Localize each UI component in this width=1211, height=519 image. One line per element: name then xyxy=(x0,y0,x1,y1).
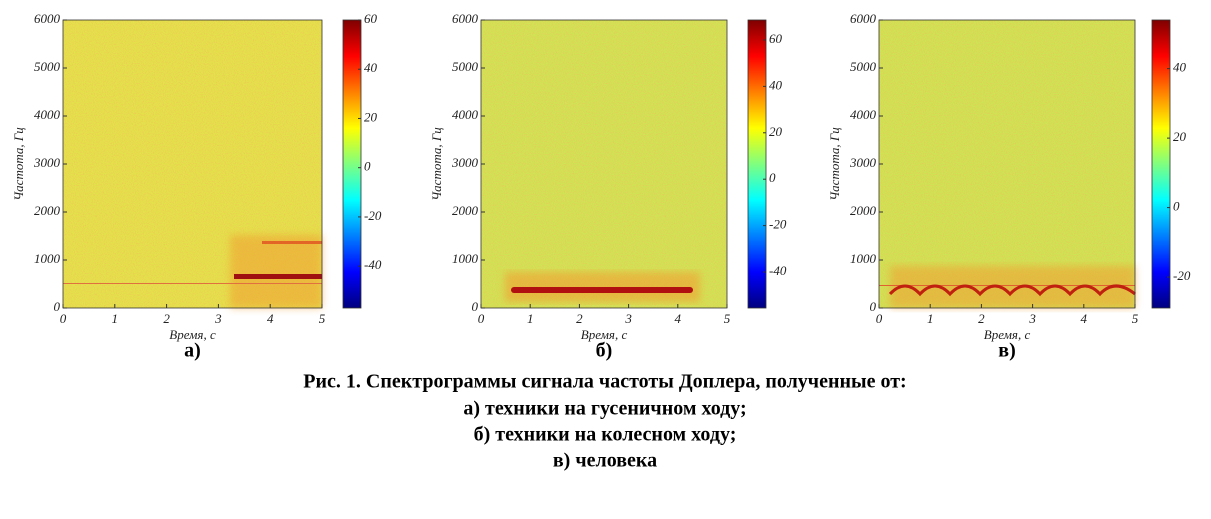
x-tick-label: 3 xyxy=(1028,311,1036,326)
x-tick-label: 0 xyxy=(60,311,67,326)
colorbar-tick-label: 20 xyxy=(769,124,783,139)
x-tick-label: 2 xyxy=(576,311,583,326)
colorbar-tick-label: 0 xyxy=(1173,199,1180,214)
x-tick-label: 1 xyxy=(927,311,934,326)
y-tick-label: 4000 xyxy=(452,107,479,122)
x-tick-label: 0 xyxy=(876,311,883,326)
x-tick-label: 2 xyxy=(163,311,170,326)
spectrogram-band xyxy=(234,274,322,279)
x-tick-label: 4 xyxy=(267,311,274,326)
colorbar-tick-label: 20 xyxy=(1173,129,1187,144)
y-tick-label: 0 xyxy=(870,299,877,314)
spectrogram-blob xyxy=(230,235,322,308)
caption-item: а) техники на гусеничном ходу; xyxy=(463,398,746,420)
colorbar-tick-label: -40 xyxy=(364,257,382,272)
x-tick-label: 4 xyxy=(1081,311,1088,326)
y-tick-label: 2000 xyxy=(850,203,877,218)
colorbar xyxy=(343,20,361,308)
x-tick-label: 3 xyxy=(214,311,222,326)
colorbar-tick-label: -20 xyxy=(364,208,382,223)
y-tick-label: 1000 xyxy=(34,251,61,266)
y-tick-label: 0 xyxy=(54,299,61,314)
y-axis-label: Частота, Гц xyxy=(827,127,842,201)
y-tick-label: 3000 xyxy=(33,155,61,170)
spectrogram-band xyxy=(262,241,322,244)
y-tick-label: 4000 xyxy=(850,107,877,122)
panel-label: а) xyxy=(184,340,201,362)
spectrogram-backgrounds xyxy=(63,20,1135,308)
x-tick-label: 1 xyxy=(527,311,534,326)
x-tick-label: 0 xyxy=(478,311,485,326)
colorbar-tick-label: -20 xyxy=(769,217,787,232)
y-tick-label: 5000 xyxy=(34,59,61,74)
colorbar-tick-label: 0 xyxy=(364,159,371,174)
colorbar-tick-label: 20 xyxy=(364,109,378,124)
caption-item: б) техники на колесном ходу; xyxy=(474,424,737,446)
x-tick-label: 1 xyxy=(112,311,119,326)
colorbar-tick-label: 0 xyxy=(769,170,776,185)
spectrogram-band xyxy=(63,283,322,284)
y-tick-label: 5000 xyxy=(452,59,479,74)
spectrogram-texture xyxy=(481,20,727,308)
y-tick-label: 5000 xyxy=(850,59,877,74)
y-tick-label: 6000 xyxy=(34,11,61,26)
y-tick-label: 2000 xyxy=(452,203,479,218)
colorbar-tick-label: -20 xyxy=(1173,268,1191,283)
colorbar xyxy=(1152,20,1170,308)
y-tick-label: 3000 xyxy=(849,155,877,170)
y-tick-label: 6000 xyxy=(850,11,877,26)
spectrogram-band xyxy=(879,285,1135,286)
colorbar-tick-label: 60 xyxy=(769,31,783,46)
x-tick-label: 5 xyxy=(1132,311,1139,326)
panel-label: б) xyxy=(596,340,613,362)
y-tick-label: 4000 xyxy=(34,107,61,122)
caption-item: в) человека xyxy=(553,450,657,472)
colorbar xyxy=(748,20,766,308)
colorbar-tick-label: 40 xyxy=(364,60,378,75)
x-tick-label: 4 xyxy=(675,311,682,326)
colorbar-tick-label: 40 xyxy=(769,77,783,92)
caption-title: Рис. 1. Спектрограммы сигнала частоты До… xyxy=(303,371,906,393)
y-axis-label: Частота, Гц xyxy=(11,127,26,201)
colorbar-tick-label: 40 xyxy=(1173,60,1187,75)
y-tick-label: 1000 xyxy=(452,251,479,266)
spectrogram-texture xyxy=(879,20,1135,308)
y-tick-label: 3000 xyxy=(451,155,479,170)
y-tick-label: 1000 xyxy=(850,251,877,266)
x-tick-label: 5 xyxy=(724,311,731,326)
x-tick-label: 5 xyxy=(319,311,326,326)
figure: 0123450100020003000400050006000Время, сЧ… xyxy=(0,0,1211,519)
y-tick-label: 0 xyxy=(472,299,479,314)
y-tick-label: 2000 xyxy=(34,203,61,218)
colorbar-tick-label: -40 xyxy=(769,263,787,278)
spectrogram-band xyxy=(511,287,693,293)
x-tick-label: 2 xyxy=(978,311,985,326)
x-tick-label: 3 xyxy=(624,311,632,326)
y-axis-label: Частота, Гц xyxy=(429,127,444,201)
panel-label: в) xyxy=(998,340,1015,362)
colorbar-tick-label: 60 xyxy=(364,11,378,26)
y-tick-label: 6000 xyxy=(452,11,479,26)
